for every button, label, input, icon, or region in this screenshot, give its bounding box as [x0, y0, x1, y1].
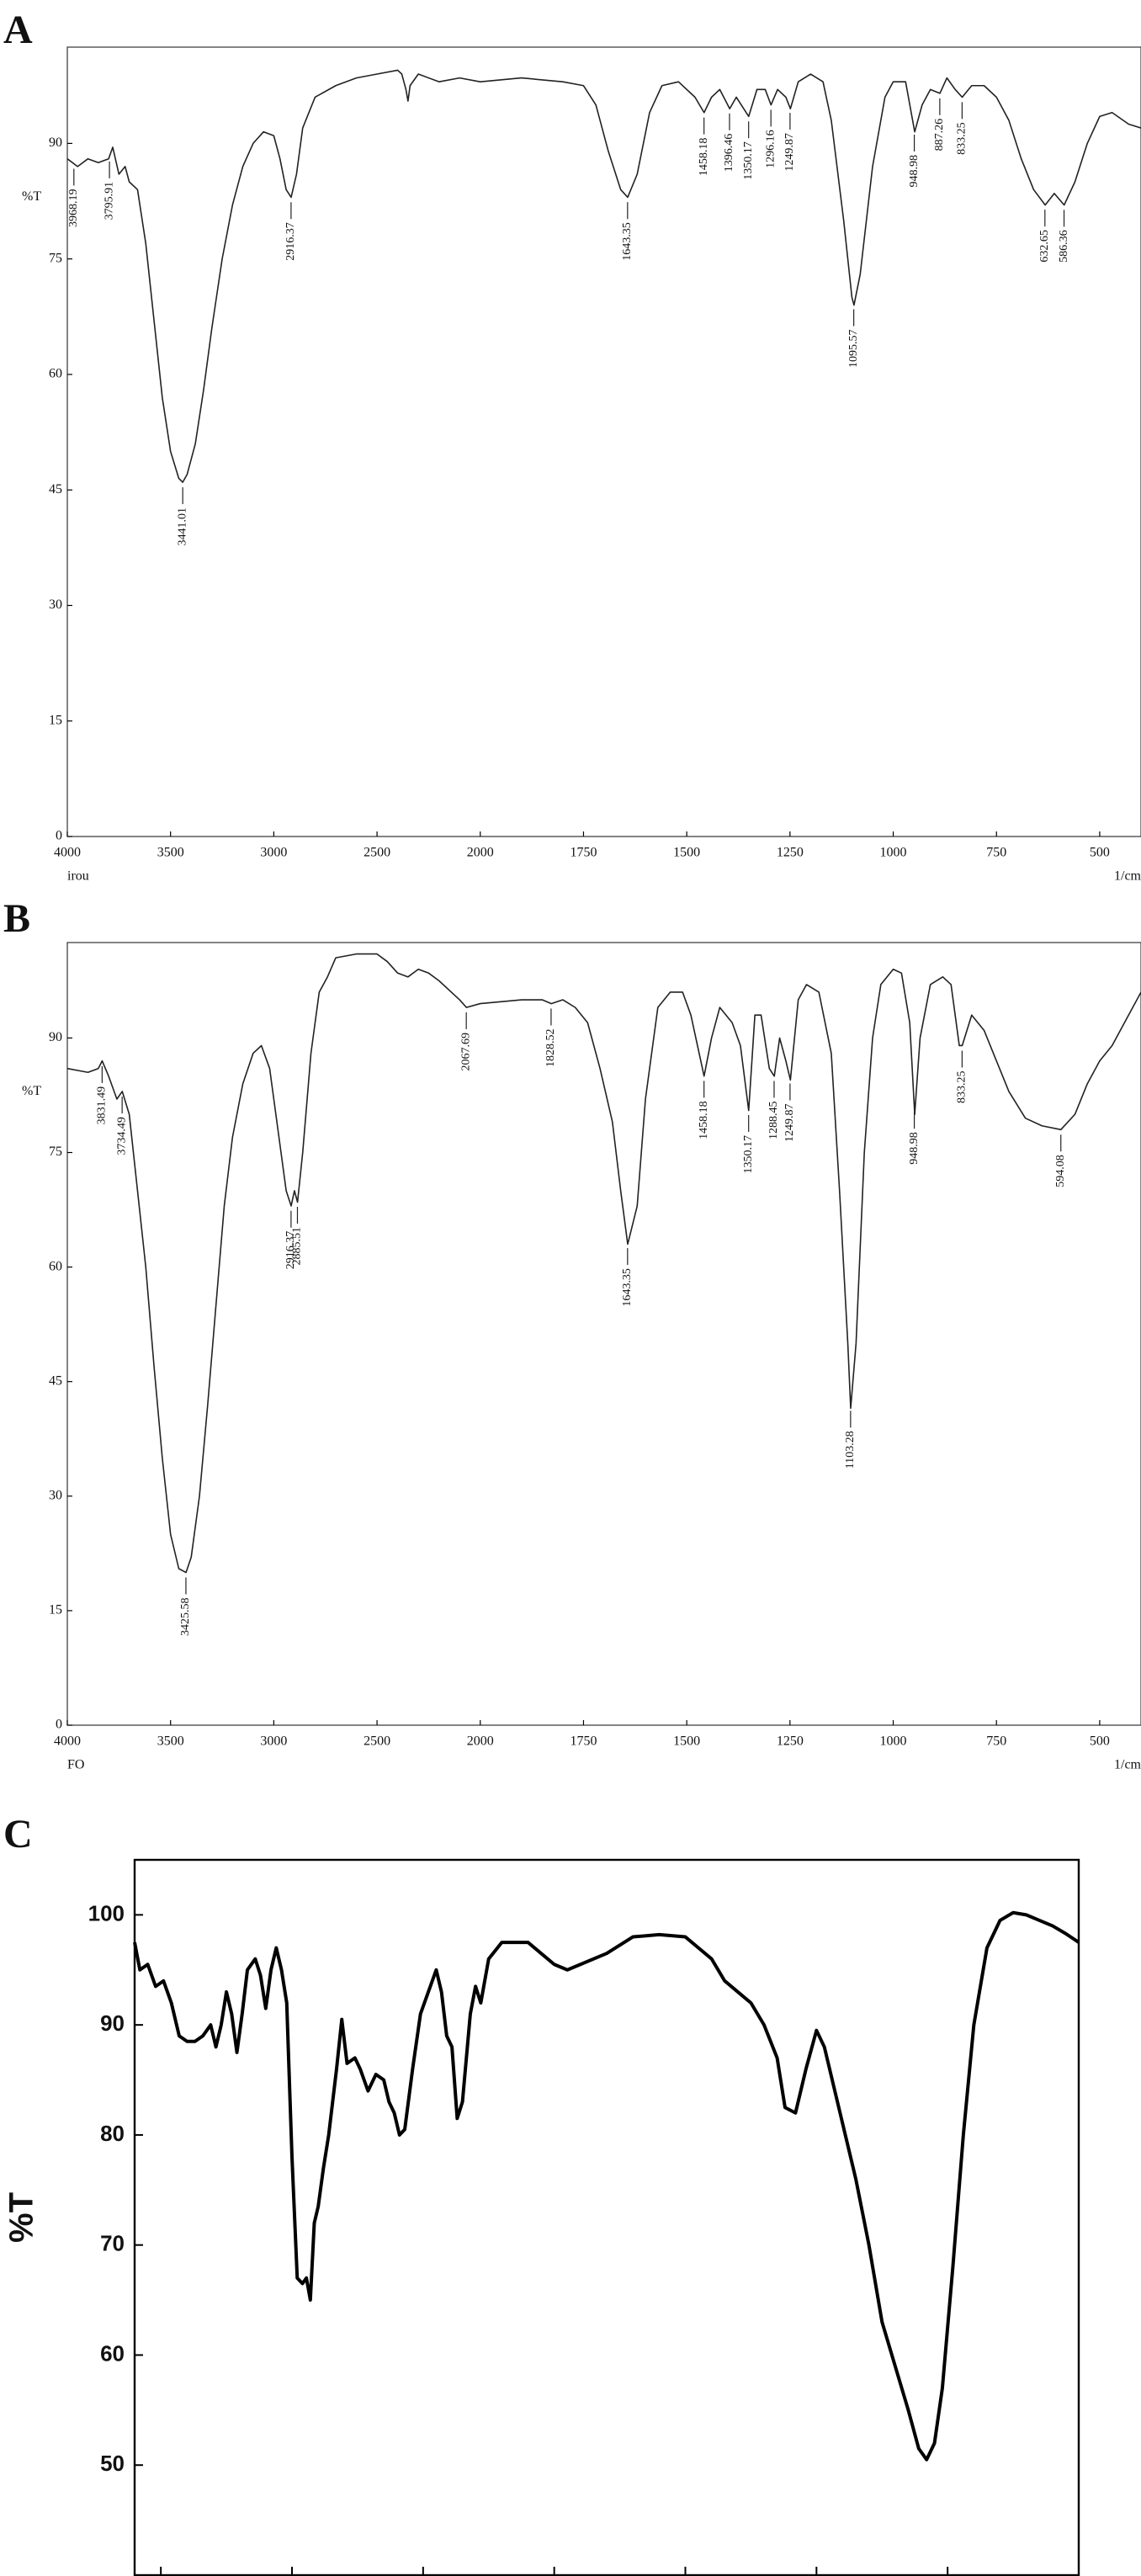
y-tick-label: 30 [49, 598, 62, 612]
panel-label: B [3, 896, 30, 941]
y-tick-label: 60 [49, 367, 62, 381]
x-tick-label: 1500 [673, 1734, 700, 1749]
y-axis-label: %T [22, 1084, 41, 1098]
y-tick-label: 15 [49, 713, 62, 727]
x-tick-label: 2500 [364, 1734, 390, 1749]
y-tick-label: 90 [49, 1030, 62, 1044]
y-tick-label: 60 [49, 1259, 62, 1273]
peak-label: 833.25 [956, 1070, 969, 1103]
y-tick-label: 15 [49, 1603, 62, 1617]
y-tick-label: 75 [49, 251, 62, 265]
peak-label: 3831.49 [96, 1086, 109, 1125]
x-tick-label: 1000 [880, 1734, 907, 1749]
y-tick-label: 45 [49, 1373, 62, 1388]
x-tick-label: 500 [1090, 1734, 1110, 1749]
x-unit-label: 1/cm [1114, 869, 1141, 884]
peak-label: 1095.57 [847, 330, 860, 369]
y-tick-label: 50 [100, 2451, 125, 2476]
x-tick-label: 1250 [777, 1734, 804, 1749]
y-tick-label: 45 [49, 482, 62, 497]
peak-label: 1249.87 [783, 133, 796, 172]
y-axis-label: %T [22, 189, 41, 204]
peak-label: 1296.16 [764, 130, 777, 168]
y-tick-label: 70 [100, 2231, 125, 2256]
peak-label: 1643.35 [621, 222, 634, 261]
x-tick-label: 1750 [570, 1734, 597, 1749]
peak-label: 2916.37 [284, 1231, 297, 1270]
peak-label: 1828.52 [544, 1028, 557, 1067]
y-tick-label: 0 [56, 1718, 62, 1732]
spectrum-line [66, 69, 1141, 483]
y-tick-label: 100 [88, 1900, 125, 1925]
x-tick-label: 2000 [467, 1734, 494, 1749]
x-tick-label: 2000 [467, 846, 494, 860]
peak-label: 3734.49 [115, 1117, 128, 1155]
x-tick-label: 3500 [157, 1734, 184, 1749]
x-tick-label: 4000 [54, 846, 81, 860]
y-tick-label: 80 [100, 2121, 125, 2146]
x-tick-label: 1500 [673, 846, 700, 860]
panel-label: C [3, 1812, 33, 1856]
peak-label: 3968.19 [67, 189, 80, 228]
y-tick-label: 30 [49, 1488, 62, 1502]
peak-label: 3441.01 [176, 507, 188, 546]
x-tick-label: 750 [986, 1734, 1006, 1749]
peak-label: 2885.51 [291, 1227, 304, 1266]
peak-label: 887.26 [933, 119, 946, 151]
y-tick-label: 75 [49, 1145, 62, 1159]
peak-label: 3795.91 [103, 182, 115, 220]
peak-label: 2067.69 [459, 1033, 472, 1071]
peak-label: 1350.17 [742, 1135, 755, 1174]
peak-label: 632.65 [1038, 230, 1051, 263]
x-tick-label: 3500 [157, 846, 184, 860]
x-unit-label: 1/cm [1114, 1758, 1141, 1772]
peak-label: 948.98 [908, 155, 921, 188]
x-tick-label: 500 [1090, 846, 1110, 860]
x-tick-label: 3000 [260, 1734, 287, 1749]
peak-label: 833.25 [956, 122, 969, 155]
peak-label: 1458.18 [698, 138, 710, 177]
plot-frame [66, 46, 1141, 837]
plot-frame [133, 1858, 1080, 2576]
peak-label: 1458.18 [698, 1101, 710, 1139]
y-tick-label: 90 [100, 2010, 125, 2036]
peak-label: 3425.58 [179, 1597, 192, 1636]
footer-label: FO [67, 1758, 84, 1772]
panel-label: A [3, 8, 33, 52]
peak-label: 1103.28 [844, 1431, 857, 1469]
peak-label: 586.36 [1058, 230, 1070, 263]
x-tick-label: 4000 [54, 1734, 81, 1749]
peak-label: 1249.87 [783, 1104, 796, 1143]
plot-frame [66, 942, 1141, 1726]
footer-label: irou [67, 869, 89, 884]
y-tick-label: 60 [100, 2340, 125, 2366]
peak-label: 1643.35 [621, 1268, 634, 1307]
peak-label: 594.08 [1054, 1155, 1067, 1187]
x-tick-label: 1000 [880, 846, 907, 860]
spectrum-line [66, 953, 1141, 1574]
x-tick-label: 750 [986, 846, 1006, 860]
peak-label: 1350.17 [742, 141, 755, 180]
y-tick-label: 90 [49, 135, 62, 150]
peak-label: 948.98 [908, 1132, 921, 1165]
peak-label: 1288.45 [767, 1101, 780, 1139]
x-tick-label: 3000 [260, 846, 287, 860]
x-tick-label: 2500 [364, 846, 390, 860]
peak-label: 2916.37 [284, 222, 297, 261]
peak-label: 1396.46 [723, 134, 735, 173]
y-axis-label: %T [3, 2192, 40, 2243]
x-tick-label: 1750 [570, 846, 597, 860]
y-tick-label: 0 [56, 829, 62, 843]
spectrum-line [133, 1910, 1080, 2462]
x-tick-label: 1250 [777, 846, 804, 860]
